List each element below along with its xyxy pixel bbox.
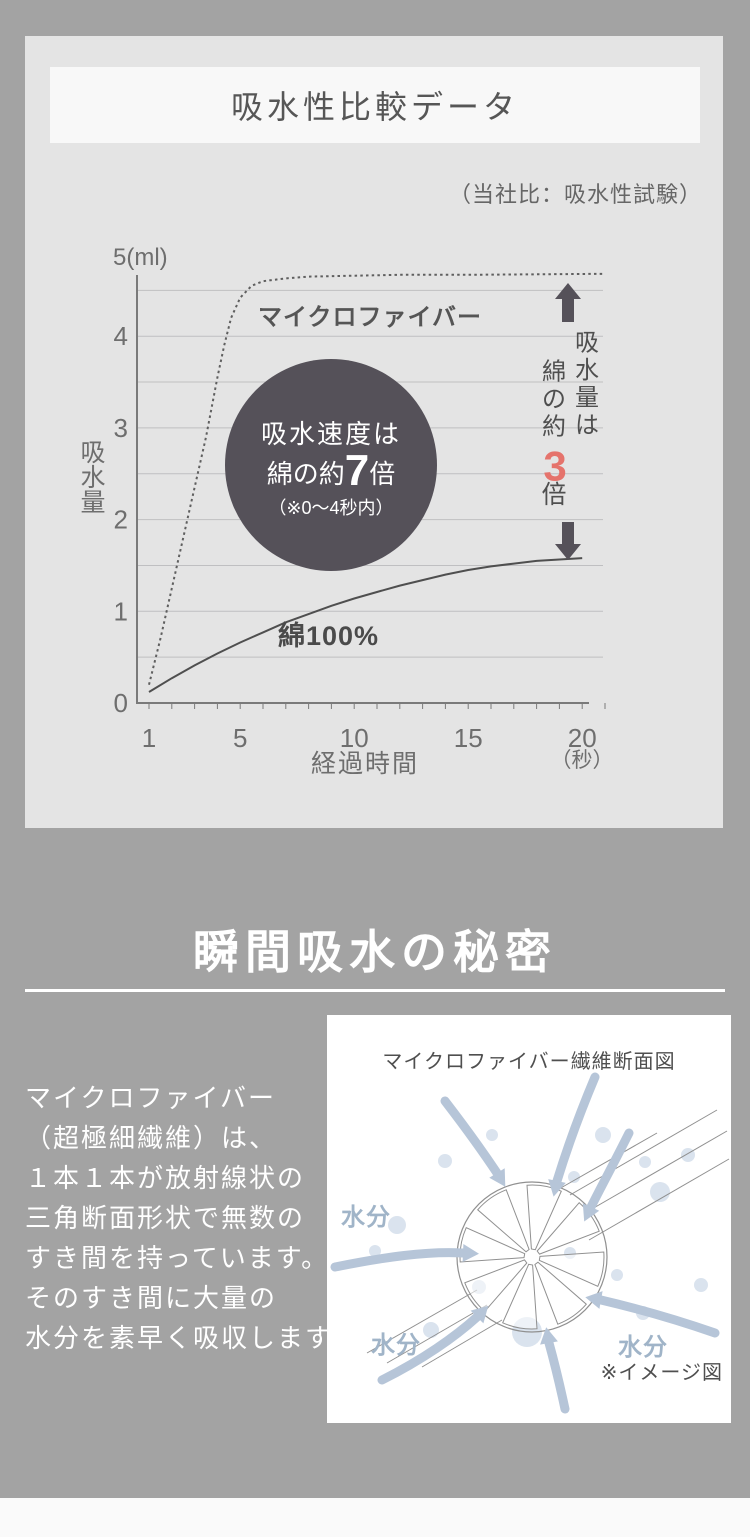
water-droplet — [681, 1148, 695, 1162]
amount-annotation-char: 量 — [575, 385, 599, 412]
y-axis-title-char: 量 — [80, 489, 105, 517]
fiber-cross-section-card: マイクロファイバー繊維断面図 水分 水分 水分 ※イメージ図 — [327, 1015, 731, 1423]
fiber-beam-line — [366, 1289, 478, 1354]
water-droplet — [568, 1171, 580, 1183]
water-arrow-head — [489, 1168, 506, 1187]
water-droplet — [611, 1269, 623, 1281]
x-axis-title: 経過時間 — [311, 750, 419, 778]
speed-annotation-line2: 綿の約7倍 — [267, 446, 396, 495]
paragraph-line: 三角断面形状で無数の — [25, 1203, 306, 1233]
series-cotton — [148, 557, 583, 693]
water-label-bottom-left: 水分 — [371, 1332, 421, 1359]
cotton-series-label: 綿100% — [278, 620, 379, 651]
water-arrow-head — [540, 1327, 558, 1345]
y-axis-title-char: 吸 — [80, 439, 105, 467]
water-arrow-head — [585, 1291, 603, 1309]
section1-title: 吸水性比較データ — [230, 89, 519, 125]
y-axis-top-label: 5(ml) — [113, 244, 168, 271]
water-droplet — [639, 1156, 651, 1168]
speed-annotation-line1: 吸水速度は — [261, 419, 401, 449]
paragraph-line: マイクロファイバー — [25, 1083, 276, 1113]
x-tick-label: 15 — [454, 723, 483, 753]
fiber-wedge — [502, 1263, 538, 1330]
fiber-wedge — [526, 1184, 562, 1251]
paragraph-line: そのすき間に大量の — [25, 1283, 278, 1313]
absorption-comparison-panel: 吸水性比較データ （当社比：吸水性試験） 4 3 2 1 0 5(ml) 吸水量 1 5 10 15… — [25, 36, 723, 828]
speed-annotation-circle — [225, 359, 437, 571]
water-droplet — [486, 1129, 498, 1141]
water-droplet — [650, 1182, 670, 1202]
water-droplet — [423, 1322, 439, 1338]
amount-annotation-char: 綿 — [542, 359, 566, 386]
fiber-wedge — [476, 1189, 530, 1253]
water-arrow-head — [462, 1244, 479, 1262]
y-tick-label: 1 — [114, 596, 128, 626]
x-tick-label: 20 — [568, 723, 597, 753]
amount-annotation-char: 水 — [575, 357, 599, 384]
amount-annotation-char: の — [542, 386, 566, 413]
fiber-beam-line — [421, 1319, 503, 1368]
amount-annotation-char: 吸 — [575, 330, 599, 357]
y-tick-label: 2 — [114, 505, 128, 535]
water-arrow — [552, 1072, 600, 1186]
comparison-note: （当社比：吸水性試験） — [448, 182, 702, 207]
bottom-strip — [0, 1498, 750, 1537]
section2-title: 瞬間吸水の秘密 — [193, 926, 557, 978]
paragraph-line: 水分を素早く吸収します。 — [25, 1323, 359, 1353]
water-droplet — [694, 1278, 708, 1292]
water-droplet — [595, 1127, 611, 1143]
water-arrow-head — [582, 1203, 600, 1222]
paragraph-line: （超極細繊維）は、 — [25, 1123, 278, 1153]
water-arrow — [586, 1128, 634, 1212]
x-tick-label: 10 — [340, 723, 369, 753]
x-tick-label: 5 — [233, 723, 247, 753]
fiber-beam-line — [588, 1158, 730, 1241]
divider-rule — [25, 989, 725, 992]
water-droplet — [369, 1245, 381, 1257]
water-label-bottom-right: 水分 — [618, 1334, 668, 1361]
fiber-cross-section-diagram — [330, 1072, 730, 1414]
diagram-title: マイクロファイバー繊維断面図 — [382, 1051, 676, 1073]
amount-annotation-big3: 3 — [543, 443, 566, 490]
water-arrow-head — [548, 1179, 566, 1197]
section1-title-box: 吸水性比較データ — [50, 67, 700, 143]
fiber-wedge — [536, 1201, 600, 1255]
water-arrow — [440, 1096, 502, 1178]
amount-annotation-char: は — [575, 412, 599, 439]
water-arrow — [377, 1312, 482, 1385]
water-droplet — [388, 1216, 406, 1234]
paragraph-line: すき間を持っています。 — [25, 1243, 330, 1273]
fiber-beam-line — [569, 1109, 718, 1196]
fiber-beam-line — [584, 1130, 728, 1214]
axes — [136, 275, 589, 704]
water-arrow-head — [470, 1305, 489, 1324]
water-arrow — [596, 1295, 720, 1338]
amount-annotation-bai: 倍 — [541, 481, 566, 509]
water-label-left: 水分 — [341, 1204, 391, 1231]
x-axis-unit: （秒） — [551, 749, 614, 772]
fiber-wedge — [534, 1261, 588, 1325]
x-tick-label: 1 — [142, 723, 156, 753]
fiber-beam-line — [558, 1132, 658, 1190]
up-arrow — [555, 283, 581, 322]
y-tick-label: 3 — [114, 413, 128, 443]
speed-annotation-line3: （※0〜4秒内） — [268, 498, 393, 518]
paragraph-line: １本１本が放射線状の — [25, 1163, 306, 1193]
y-tick-label: 4 — [114, 321, 128, 351]
microfiber-series-label: マイクロファイバー — [258, 304, 482, 331]
water-droplet — [438, 1154, 452, 1168]
fiber-beam-line — [386, 1304, 488, 1364]
water-arrow — [544, 1338, 570, 1414]
y-tick-label: 0 — [114, 688, 128, 718]
amount-annotation-char: 約 — [542, 414, 566, 441]
fiber-wedge — [538, 1251, 605, 1287]
image-note-caption: ※イメージ図 — [600, 1362, 723, 1384]
water-arrow — [330, 1248, 468, 1272]
y-axis-title-char: 水 — [80, 464, 105, 492]
description-paragraph: マイクロファイバー （超極細繊維）は、 １本１本が放射線状の 三角断面形状で無数… — [25, 1078, 359, 1358]
down-arrow — [555, 522, 581, 560]
